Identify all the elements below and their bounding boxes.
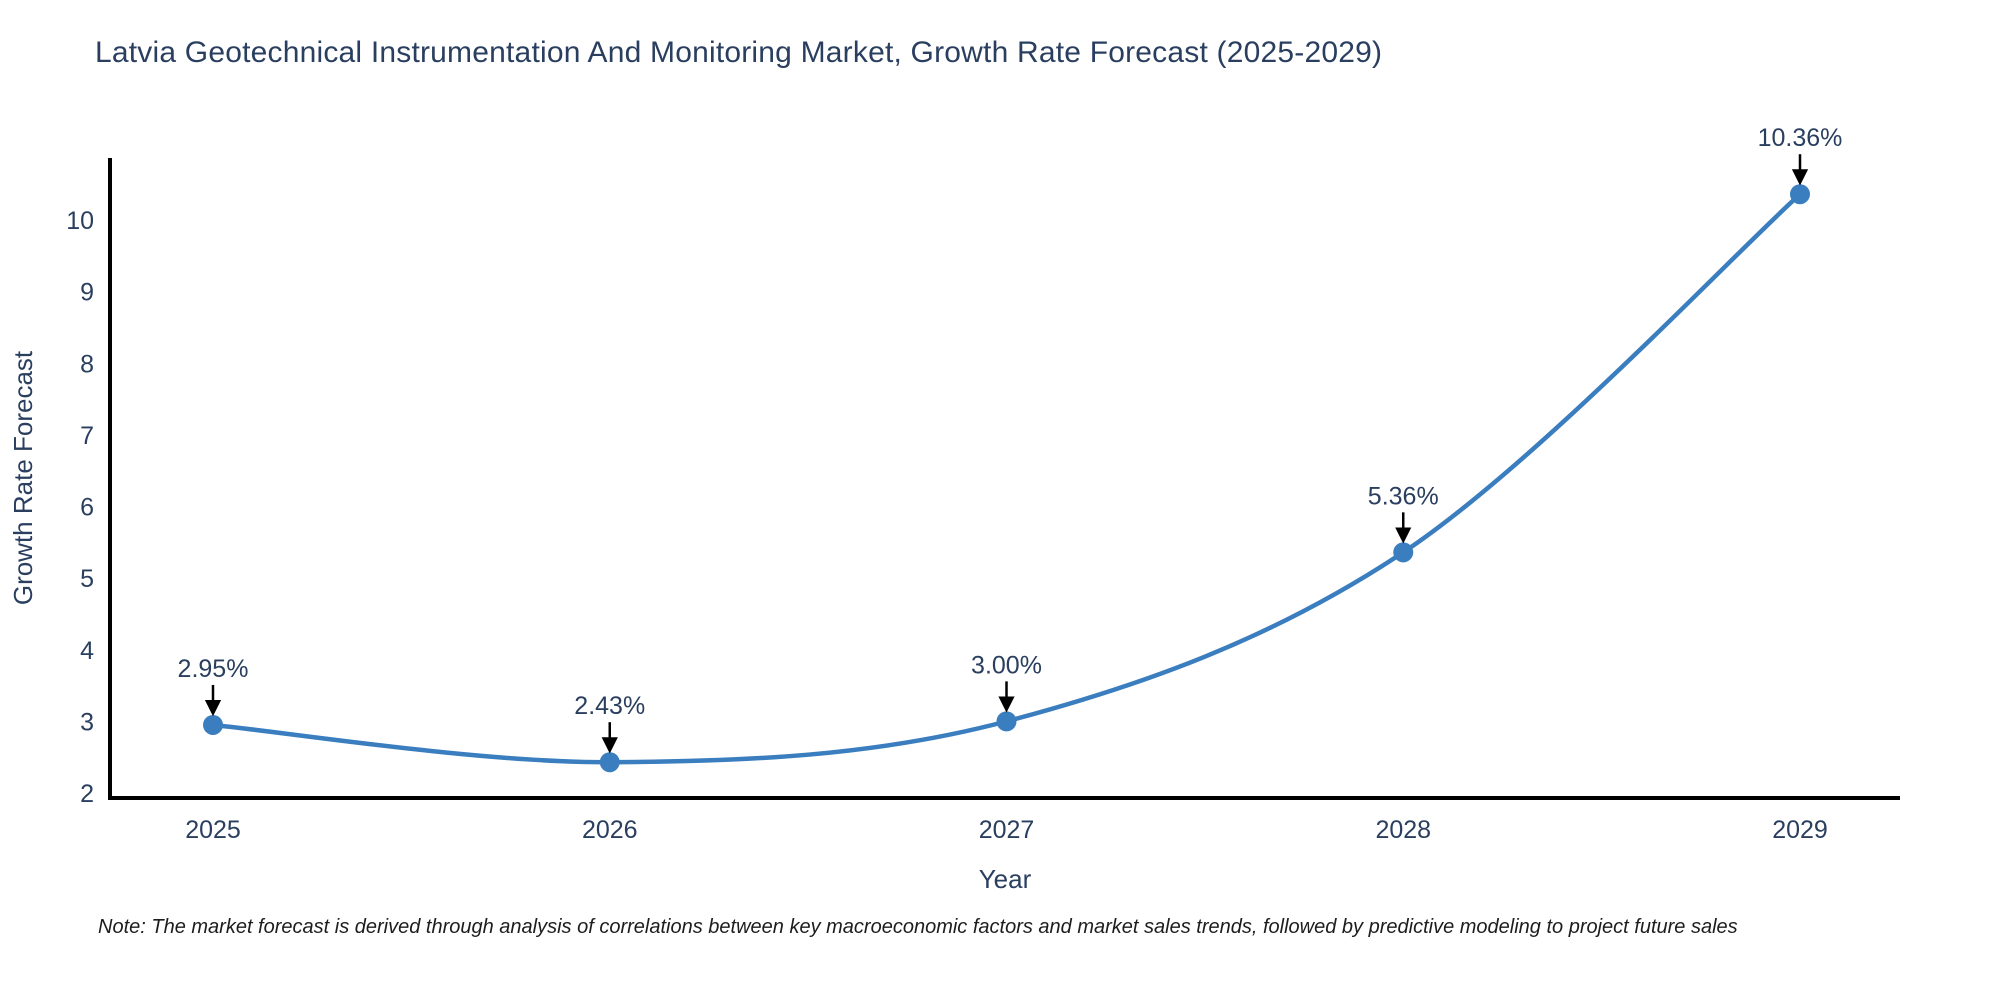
y-tick-label: 4: [80, 637, 94, 665]
data-point-marker: [599, 752, 620, 773]
x-tick-label: 2025: [185, 816, 241, 844]
y-axis-title: Growth Rate Forecast: [8, 350, 38, 605]
y-tick-label: 7: [80, 422, 94, 450]
x-tick-label: 2029: [1772, 816, 1828, 844]
data-point-label: 2.95%: [178, 655, 249, 683]
chart-title: Latvia Geotechnical Instrumentation And …: [95, 36, 1383, 69]
data-point-marker: [1790, 184, 1810, 205]
y-tick-label: 2: [80, 780, 94, 808]
data-point-label: 5.36%: [1368, 482, 1439, 510]
data-point-marker: [996, 711, 1017, 732]
y-tick-label: 8: [80, 350, 94, 378]
y-tick-label: 5: [80, 565, 94, 593]
footnote: Note: The market forecast is derived thr…: [98, 916, 1738, 938]
y-tick-label: 6: [80, 494, 94, 522]
y-tick-label: 3: [80, 708, 94, 736]
data-point-marker: [1393, 542, 1414, 563]
axes-layer: 2 3 4 5 6 7 8 9 10 2025 2026 2027 2028 2029 Year Growth…: [8, 158, 1900, 894]
data-point-label: 3.00%: [971, 651, 1042, 679]
x-axis-title: Year: [979, 864, 1032, 894]
data-point-label: 10.36%: [1758, 124, 1843, 152]
y-tick-label: 10: [66, 207, 94, 235]
x-tick-label: 2027: [979, 816, 1035, 844]
y-tick-label: 9: [80, 279, 94, 307]
x-tick-label: 2026: [582, 816, 638, 844]
annotation-layer: 2.95% 2.43% 3.00% 5.36% 10.36%: [178, 124, 1843, 754]
data-point-marker: [203, 714, 223, 735]
data-point-label: 2.43%: [574, 692, 645, 720]
forecast-line: [210, 191, 1803, 765]
series-layer: [203, 184, 1810, 773]
x-tick-label: 2028: [1375, 816, 1431, 844]
